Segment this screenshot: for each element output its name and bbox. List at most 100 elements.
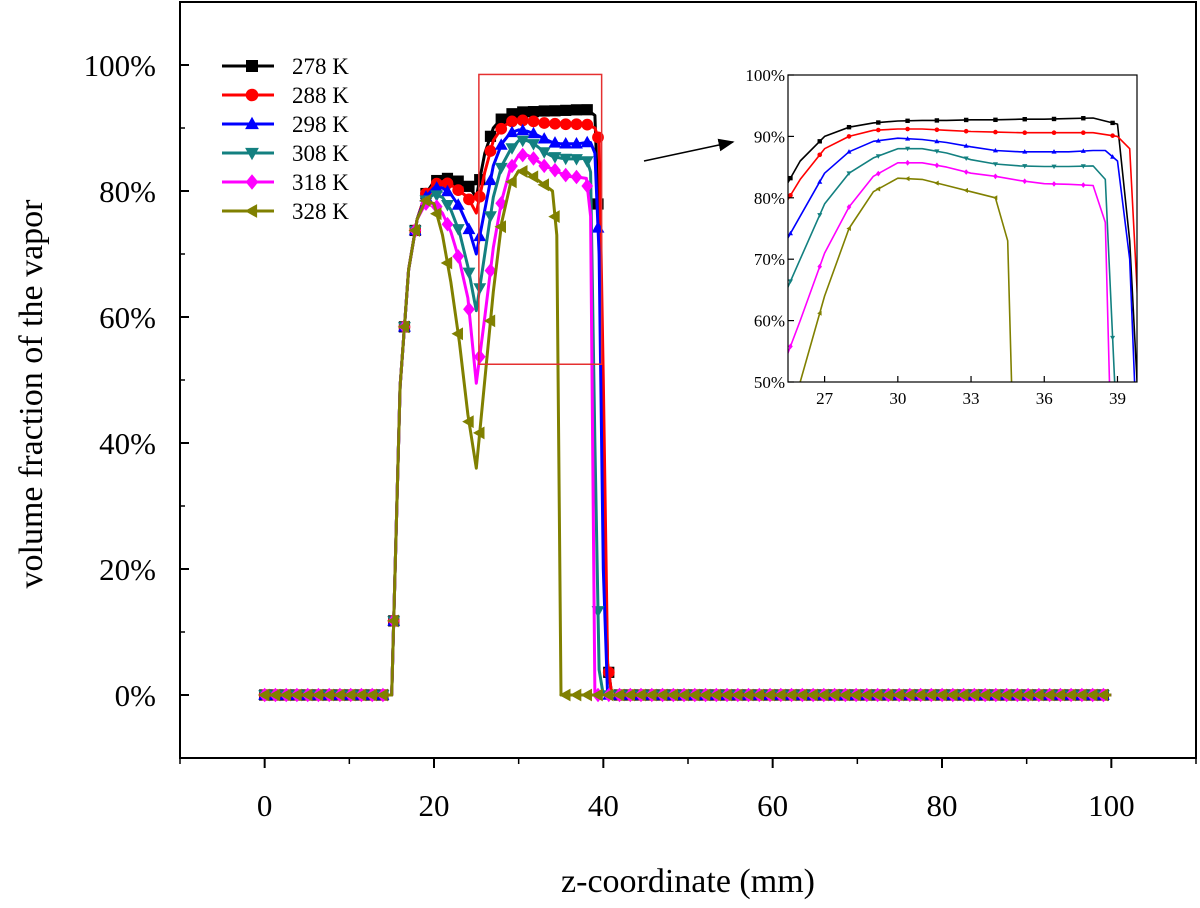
inset-data-point [1022,149,1028,154]
inset-data-point [875,154,881,159]
inset-data-point [993,117,998,123]
data-point [741,688,754,702]
data-point [473,349,486,364]
data-point [333,688,345,702]
inset-data-point [1051,130,1057,136]
zoom-arrow [643,138,735,162]
data-point [397,320,410,334]
data-point [849,688,861,702]
data-point [666,688,678,702]
data-point [527,151,540,166]
data-point [463,301,475,317]
inset-data-point [788,193,793,198]
inset-data-point [992,147,998,153]
inset-data-point [963,156,969,161]
zoom-indicator [478,73,735,365]
data-point [1064,688,1076,702]
y-tick-label: 60% [99,300,156,335]
x-axis-title: z-coordinate (mm) [561,863,815,900]
data-point [537,178,549,192]
data-point [257,688,270,702]
inset-data-point [846,171,852,176]
data-point [795,688,808,702]
inset-data-point [1110,335,1116,341]
legend-label: 288 K [292,83,349,108]
data-point [473,229,487,242]
data-point [1021,688,1033,702]
inset-data-point [817,139,822,144]
data-point [549,162,561,178]
data-point [860,688,872,702]
data-point [506,158,518,174]
inset-data-point [875,186,881,192]
x-tick-label: 80 [927,788,958,823]
inset-series-group [788,116,1137,382]
data-point [527,115,540,128]
data-point [462,222,476,235]
x-tick-label: 20 [419,788,450,823]
data-point [784,688,797,702]
inset-data-point [817,213,823,218]
data-point [881,688,894,702]
data-point [494,162,508,175]
data-point [322,688,334,702]
main-plot: 0% 20% 40% 60% 80% 100% 0 20 40 60 80 100 z-coordi… [13,1,1197,900]
legend-marker [245,88,259,102]
data-point [516,165,528,178]
inset-plot: 50% 60% 70% 80% 90% 100% 27 30 33 36 39 [745,66,1138,408]
inset-data-point [905,126,910,132]
inset-series-line [799,177,1013,382]
legend-marker [245,174,259,190]
data-point [698,688,711,702]
inset-data-point [905,136,911,141]
data-point [506,115,518,128]
data-point [517,106,529,118]
data-point [913,688,926,702]
data-point [591,688,603,702]
data-point [827,688,840,702]
data-point [817,688,829,702]
inset-y-axis: 50% 60% 70% 80% 90% 100% [745,66,794,392]
data-point [376,688,388,702]
y-tick-label: 20% [99,552,156,587]
inset-series-278k [788,116,1137,382]
y-tick-label: 100% [84,48,156,83]
data-point [774,688,786,702]
inset-data-point [1051,181,1057,187]
x-tick-label: 100 [1088,788,1135,823]
data-point [623,688,635,702]
inset-data-point [993,129,998,135]
data-point [559,153,573,166]
data-point [570,154,583,166]
inset-data-point [934,180,939,186]
x-tick-label: 0 [257,788,273,823]
data-point [474,174,486,186]
inset-data-point [1022,130,1028,136]
inset-data-point [905,159,910,166]
inset-series-308k [788,146,1116,382]
data-point [484,130,497,142]
zoom-region-box [478,73,603,365]
data-point [838,688,851,702]
data-point [462,415,474,429]
data-point [462,267,476,280]
data-point [989,688,1001,702]
data-point [1075,688,1087,702]
data-point [430,190,444,202]
data-point [581,104,593,116]
data-point [451,224,465,236]
data-point [559,167,572,183]
data-point [473,283,487,295]
inset-x-tick-label: 30 [889,389,906,408]
x-tick-label: 40 [588,788,619,823]
data-point [494,138,508,150]
data-point [452,175,464,187]
inset-y-tick-label: 90% [754,127,785,146]
inset-data-point [904,176,910,182]
data-point [709,688,721,702]
inset-series-line [788,147,1116,382]
data-point [527,106,540,118]
data-point [1096,688,1109,702]
inset-data-point [1080,130,1086,136]
